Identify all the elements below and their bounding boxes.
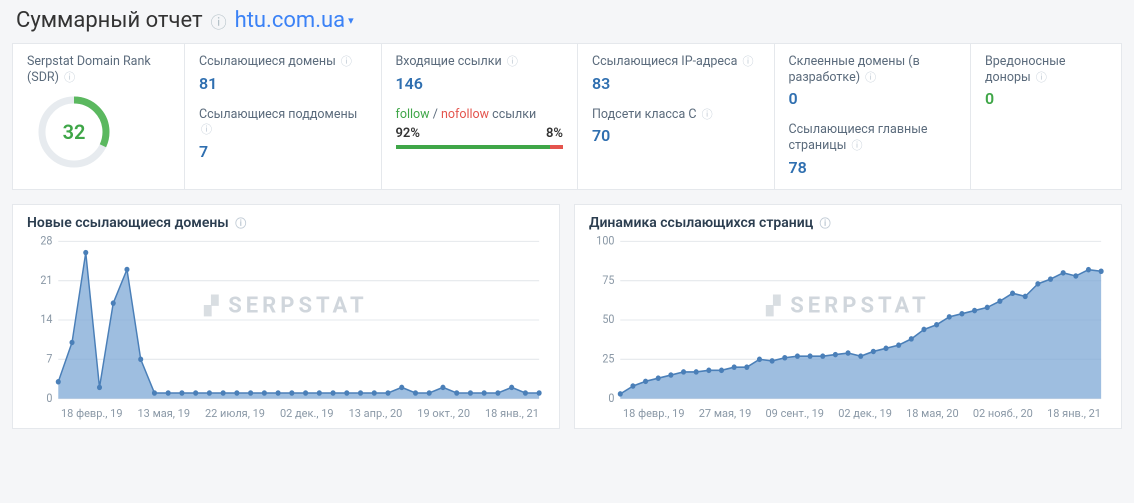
- metric-glued: Склеенные домены (в разработке) ⓘ 0 Ссыл…: [775, 44, 972, 189]
- x-axis-labels: 18 февр., 1927 мая, 1909 сент., 1902 дек…: [589, 405, 1107, 420]
- info-icon[interactable]: ⓘ: [852, 139, 863, 152]
- metric-value: 83: [592, 74, 760, 93]
- svg-text:50: 50: [602, 312, 614, 326]
- chevron-down-icon: ▾: [348, 14, 354, 27]
- domain-name: htu.com.ua: [235, 8, 346, 33]
- metric-ref-domains: Ссылающиеся домены ⓘ 81 Ссылающиеся подд…: [185, 44, 382, 189]
- metric-malicious: Вредоносные доноры ⓘ 0: [971, 44, 1121, 189]
- chart-icon: ▞: [766, 295, 784, 316]
- svg-text:28: 28: [40, 235, 52, 248]
- info-icon[interactable]: ⓘ: [235, 217, 246, 230]
- metric-label: Входящие ссылки: [396, 54, 502, 69]
- nofollow-pct: 8%: [546, 126, 563, 141]
- svg-text:75: 75: [602, 273, 614, 287]
- charts-row: Новые ссылающиеся домены ⓘ ▞ SERPSTAT 0 7…: [0, 204, 1134, 441]
- svg-text:25: 25: [602, 352, 614, 366]
- svg-text:0: 0: [46, 391, 52, 405]
- chart-ref-pages: Динамика ссылающихся страниц ⓘ ▞ SERPSTA…: [574, 204, 1122, 429]
- svg-text:21: 21: [40, 273, 52, 287]
- watermark: ▞ SERPSTAT: [766, 293, 929, 318]
- follow-label: follow / nofollow ссылки: [396, 107, 564, 123]
- metric-value: 0: [789, 89, 957, 108]
- metric-value: 78: [789, 158, 957, 177]
- watermark: ▞ SERPSTAT: [204, 293, 367, 318]
- info-icon[interactable]: ⓘ: [1036, 71, 1047, 84]
- metric-value: 0: [985, 89, 1107, 108]
- chart-title-text: Динамика ссылающихся страниц: [589, 215, 813, 231]
- svg-text:100: 100: [596, 235, 614, 248]
- metric-label: Serpstat Domain Rank (SDR) ⓘ: [27, 54, 170, 85]
- metric-ips: Ссылающиеся IP-адреса ⓘ 83 Подсети класс…: [578, 44, 775, 189]
- metric-value: 7: [199, 142, 367, 161]
- svg-text:14: 14: [40, 312, 53, 326]
- metric-incoming: Входящие ссылки ⓘ 146 follow / nofollow …: [382, 44, 579, 189]
- info-icon[interactable]: ⓘ: [820, 217, 831, 230]
- chart-new-domains: Новые ссылающиеся домены ⓘ ▞ SERPSTAT 0 7…: [12, 204, 560, 429]
- chart-title-text: Новые ссылающиеся домены: [27, 215, 229, 231]
- chart-icon: ▞: [204, 295, 222, 316]
- info-icon[interactable]: ⓘ: [211, 9, 227, 33]
- metric-label: Подсети класса C: [592, 107, 697, 122]
- page-title-text: Суммарный отчет: [16, 8, 203, 33]
- domain-selector[interactable]: htu.com.ua ▾: [235, 8, 354, 33]
- metric-label: Вредоносные доноры: [985, 54, 1066, 85]
- metric-value: 81: [199, 74, 367, 93]
- info-icon[interactable]: ⓘ: [865, 71, 876, 84]
- metrics-row: Serpstat Domain Rank (SDR) ⓘ 32 Ссылающи…: [12, 43, 1122, 190]
- sdr-value: 32: [37, 95, 111, 169]
- info-icon[interactable]: ⓘ: [702, 108, 713, 121]
- metric-value: 146: [396, 74, 564, 93]
- svg-text:0: 0: [608, 391, 614, 405]
- info-icon[interactable]: ⓘ: [743, 55, 754, 68]
- follow-bar: [396, 145, 564, 149]
- metric-label: Ссылающиеся домены: [199, 54, 336, 69]
- metric-sdr: Serpstat Domain Rank (SDR) ⓘ 32: [13, 44, 185, 189]
- info-icon[interactable]: ⓘ: [64, 71, 75, 84]
- metric-label: Ссылающиеся IP-адреса: [592, 54, 737, 69]
- follow-pct: 92%: [396, 126, 420, 141]
- metric-value: 70: [592, 126, 760, 145]
- info-icon[interactable]: ⓘ: [341, 55, 352, 68]
- metric-label: Склеенные домены (в разработке): [789, 54, 920, 85]
- metric-label: Ссылающиеся поддомены: [199, 107, 357, 122]
- x-axis-labels: 18 февр., 1913 мая, 1922 июля, 1902 дек.…: [27, 405, 545, 420]
- svg-text:7: 7: [46, 352, 52, 366]
- info-icon[interactable]: ⓘ: [201, 123, 212, 136]
- page-header: Суммарный отчет ⓘ htu.com.ua ▾: [0, 0, 1134, 43]
- sdr-gauge: 32: [37, 95, 111, 169]
- info-icon[interactable]: ⓘ: [507, 55, 518, 68]
